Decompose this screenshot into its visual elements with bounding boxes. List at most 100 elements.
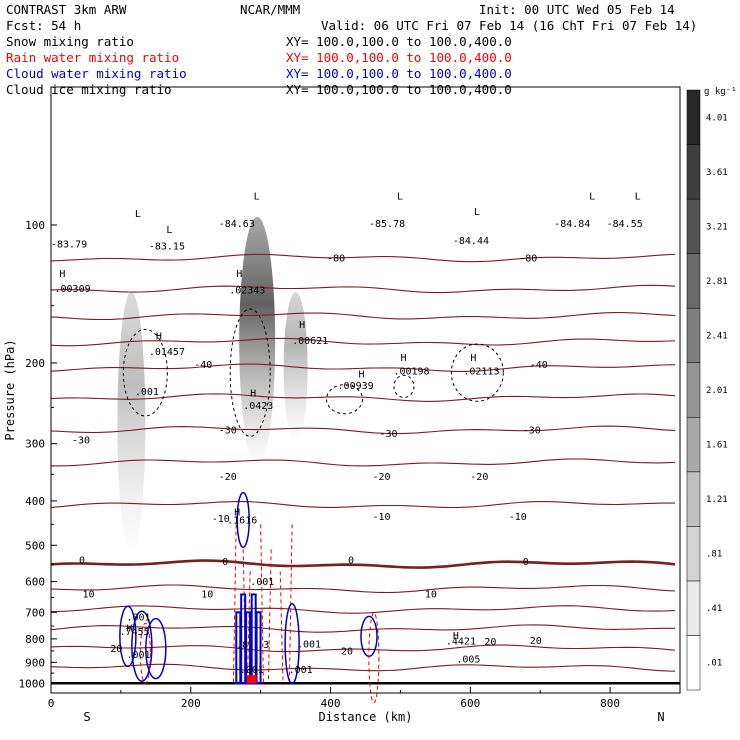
isotherm-label: -10	[212, 514, 230, 525]
isotherm-label: 20	[530, 636, 542, 647]
isotherm-label: -10	[372, 512, 390, 523]
extremum-value: -84.63	[219, 219, 255, 230]
colorbar-label: 2.41	[706, 331, 728, 341]
extremum-marker-H: H	[400, 353, 406, 364]
extremum-value: .02343	[229, 285, 265, 296]
extremum-marker-L: L	[397, 192, 403, 203]
y-axis-label: Pressure (hPa)	[3, 339, 17, 440]
colorbar-label: 2.81	[706, 277, 728, 287]
colorbar-segment	[686, 635, 701, 691]
rain-contour	[242, 549, 247, 684]
extremum-marker-L: L	[635, 192, 641, 203]
extremum-marker-H: H	[236, 269, 242, 280]
extremum-marker-H: H	[126, 623, 132, 634]
cloud-water-contour	[119, 605, 137, 668]
hydrometeor-contours	[119, 308, 504, 704]
contour-value-label: .005	[456, 654, 480, 665]
extremum-value: -85.78	[369, 219, 405, 230]
extremum-value: -84.44	[453, 236, 489, 247]
temperature-isotherms	[50, 253, 680, 685]
extremum-value: .00939	[338, 381, 374, 392]
extremum-marker-L: L	[589, 192, 595, 203]
extremum-marker-H: H	[299, 320, 305, 331]
plot-frame	[50, 86, 681, 694]
colorbar-label: 1.61	[706, 441, 728, 451]
snow-plume	[239, 216, 276, 466]
isotherm-label: -40	[530, 360, 548, 371]
isotherm-label: -20	[219, 472, 237, 483]
cloud-ice-contour	[122, 328, 168, 417]
isotherm--20	[50, 425, 676, 435]
extremum-value: .00309	[54, 284, 90, 295]
isotherm-label: 0	[79, 556, 85, 567]
contour-value-label: .001	[126, 613, 150, 624]
contour-value-label: .001	[126, 650, 150, 661]
cloud-water-contour	[284, 603, 300, 685]
rain-contour	[267, 549, 272, 684]
isotherm-label: -30	[72, 436, 90, 447]
isotherm-label: -10	[509, 512, 527, 523]
cloud-ice-contour	[229, 308, 271, 437]
extremum-marker-L: L	[135, 209, 141, 220]
isotherm-label: 20	[341, 646, 353, 657]
colorbar-label: .01	[706, 659, 722, 669]
isotherm-label: 20	[110, 644, 122, 655]
south-label: S	[83, 710, 90, 724]
cloud-water-contour	[236, 491, 250, 548]
snow-plume	[283, 291, 308, 444]
extremum-value: .7455	[119, 627, 149, 638]
extremum-marker-H: H	[59, 269, 65, 280]
cloud-water-contour	[145, 617, 167, 680]
isotherm-label: -30	[219, 425, 237, 436]
x-tick-label: 0	[48, 697, 55, 710]
extremum-marker-L: L	[166, 225, 172, 236]
extremum-value: -84.84	[554, 219, 590, 230]
extremum-value: .1616	[227, 515, 257, 526]
isotherm-label: 0	[348, 556, 354, 567]
rain-contour	[139, 622, 151, 684]
isotherm-label: -20	[372, 472, 390, 483]
contour-value-label: .001	[250, 577, 274, 588]
colorbar-label: .81	[706, 550, 722, 560]
x-tick-label: 600	[460, 697, 480, 710]
isotherm-label: -30	[379, 429, 397, 440]
colorbar-segment	[686, 307, 701, 363]
y-tick-label: 100	[25, 219, 45, 232]
colorbar-segment	[686, 417, 701, 473]
contour-value-label: .8	[236, 640, 248, 651]
x-axis-label: Distance (km)	[319, 710, 413, 724]
extremum-marker-L: L	[474, 207, 480, 218]
extremum-marker-H: H	[234, 507, 240, 518]
colorbar-segment	[686, 144, 701, 200]
colorbar-segment	[686, 89, 701, 145]
cloud-water-contour	[245, 611, 252, 685]
isotherm--50	[50, 337, 676, 347]
colorbar-segment	[686, 526, 701, 582]
snow-mixing-shading	[117, 216, 308, 554]
y-tick-label: 200	[25, 357, 45, 370]
cloud-ice-contour	[326, 384, 364, 415]
extremum-value: .0423	[243, 401, 273, 412]
isotherm-label: -20	[470, 472, 488, 483]
rain-contour	[232, 524, 237, 684]
rain-contour	[279, 571, 284, 684]
isotherm-25	[50, 663, 676, 672]
colorbar-segment	[686, 198, 701, 254]
extremum-value: -84.55	[607, 219, 643, 230]
isotherm--5	[50, 501, 675, 509]
isotherm--60	[50, 311, 676, 321]
isotherm-label: 10	[201, 590, 213, 601]
contour-value-label: .3	[257, 640, 269, 651]
contour-value-label: .001	[135, 387, 159, 398]
colorbar-label: 3.21	[706, 222, 728, 232]
y-tick-label: 600	[25, 576, 45, 589]
isotherm-label: -80	[519, 253, 537, 264]
x-tick-label: 400	[321, 697, 341, 710]
colorbar-label: 4.01	[706, 113, 728, 123]
cloud-water-contour	[255, 611, 262, 685]
y-tick-label: 700	[25, 606, 45, 619]
y-tick-label: 800	[25, 633, 45, 646]
cloud-water-contour	[131, 610, 153, 682]
contour-value-label: .001	[297, 639, 321, 650]
x-tick-label: 200	[181, 697, 201, 710]
